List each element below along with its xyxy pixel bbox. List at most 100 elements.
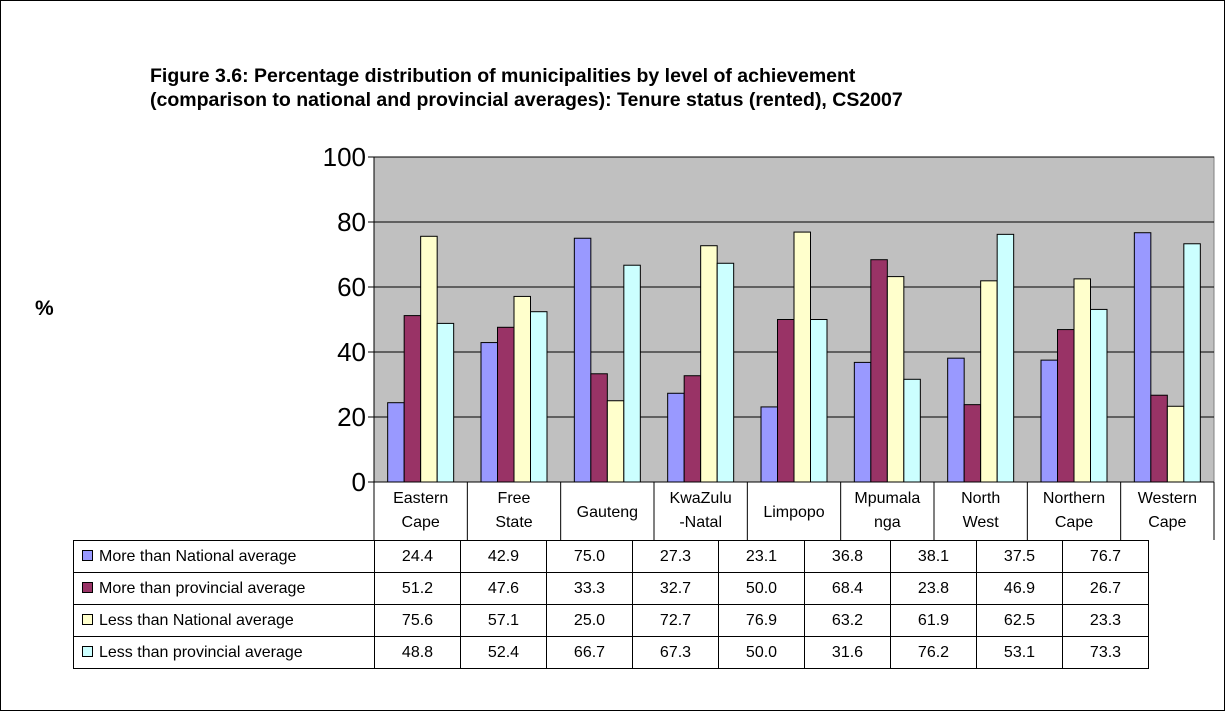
bar (996, 233, 1015, 483)
bar (590, 373, 608, 483)
y-axis-label: % (35, 297, 54, 320)
bar (903, 378, 921, 483)
category-label: Cape (1148, 514, 1186, 531)
y-tick-label: 40 (337, 337, 366, 367)
bar (853, 361, 872, 483)
bar (606, 400, 625, 483)
data-label: 46.9 (976, 572, 1063, 605)
category-label: -Natal (679, 514, 722, 531)
bar (1090, 308, 1108, 483)
bar (480, 342, 498, 483)
legend-swatch (82, 613, 93, 625)
category-label: North (961, 490, 1000, 507)
data-label: 76.7 (1062, 540, 1149, 573)
category-label: Limpopo (763, 504, 824, 521)
data-label: 23.8 (890, 572, 977, 605)
category-label: nga (874, 514, 901, 531)
category-label: Cape (402, 514, 440, 531)
bar (623, 264, 641, 483)
category-label: Mpumala (854, 490, 920, 507)
legend-series-label: Less than provincial average (73, 636, 375, 669)
bar (716, 262, 735, 483)
y-tick-label: 20 (337, 402, 366, 432)
y-tick-label: 100 (323, 142, 366, 172)
bar (420, 235, 438, 483)
table-row: Less than provincial average 48.8 52.4 66.7… (73, 636, 1149, 669)
data-label: 75.0 (546, 540, 633, 573)
data-label: 32.7 (632, 572, 719, 605)
bar (1040, 359, 1058, 483)
y-tick-label: 80 (337, 207, 366, 237)
data-label: 25.0 (546, 604, 633, 637)
bar (1057, 329, 1075, 483)
legend-series-label: More than National average (73, 540, 375, 573)
bar (1183, 243, 1201, 483)
series-name: More than provincial average (99, 579, 306, 597)
data-label: 57.1 (460, 604, 547, 637)
series-name: More than National average (99, 547, 297, 565)
bar (403, 315, 422, 483)
bar (777, 319, 795, 483)
data-label: 23.1 (718, 540, 805, 573)
category-label: West (963, 514, 1000, 531)
data-label: 36.8 (804, 540, 891, 573)
bar (530, 311, 548, 483)
category-label: Western (1138, 490, 1197, 507)
data-label: 52.4 (460, 636, 547, 669)
series-name: Less than National average (99, 611, 294, 629)
bar (1166, 405, 1185, 483)
legend-series-label: More than provincial average (73, 572, 375, 605)
data-label: 48.8 (374, 636, 461, 669)
data-label: 76.2 (890, 636, 977, 669)
chart-title-line-1: Figure 3.6: Percentage distribution of m… (150, 65, 856, 87)
legend-series-label: Less than National average (73, 604, 375, 637)
y-tick-label: 60 (337, 272, 366, 302)
data-label: 27.3 (632, 540, 719, 573)
data-label: 75.6 (374, 604, 461, 637)
bar (1133, 232, 1152, 483)
bar (513, 295, 531, 483)
table-row: More than National average 24.4 42.9 75.0 27… (73, 540, 1149, 573)
data-label: 33.3 (546, 572, 633, 605)
data-label: 51.2 (374, 572, 461, 605)
table-row: Less than National average 75.6 57.1 25.0 72… (73, 604, 1149, 637)
category-label: Cape (1055, 514, 1093, 531)
data-label: 23.3 (1062, 604, 1149, 637)
bar (683, 375, 702, 483)
data-label: 62.5 (976, 604, 1063, 637)
data-label: 76.9 (718, 604, 805, 637)
category-label: Free (498, 490, 531, 507)
category-label: Northern (1043, 490, 1105, 507)
bar (387, 402, 405, 483)
data-label: 42.9 (460, 540, 547, 573)
bar (1073, 278, 1091, 483)
data-label: 38.1 (890, 540, 977, 573)
data-label: 47.6 (460, 572, 547, 605)
series-name: Less than provincial average (99, 643, 303, 661)
data-label: 50.0 (718, 636, 805, 669)
bar (886, 276, 905, 483)
chart-title-line-2: (comparison to national and provincial a… (150, 89, 903, 111)
data-label: 73.3 (1062, 636, 1149, 669)
legend-swatch (82, 581, 93, 593)
data-label: 67.3 (632, 636, 719, 669)
legend-swatch (82, 645, 93, 657)
table-row: More than provincial average 51.2 47.6 33.3… (73, 572, 1149, 605)
bar (870, 259, 888, 483)
data-label: 53.1 (976, 636, 1063, 669)
data-label: 66.7 (546, 636, 633, 669)
data-label: 72.7 (632, 604, 719, 637)
data-label: 61.9 (890, 604, 977, 637)
bar (436, 322, 455, 483)
bar (760, 406, 778, 483)
y-tick-label: 0 (352, 467, 366, 497)
data-label: 24.4 (374, 540, 461, 573)
category-label: Gauteng (577, 504, 638, 521)
bar (1150, 394, 1168, 483)
bar (980, 280, 998, 483)
chart-title: Figure 3.6: Percentage distribution of m… (150, 64, 1050, 112)
category-label: State (495, 514, 532, 531)
data-table: More than National average 24.4 42.9 75.0 27… (73, 540, 1149, 669)
data-label: 50.0 (718, 572, 805, 605)
